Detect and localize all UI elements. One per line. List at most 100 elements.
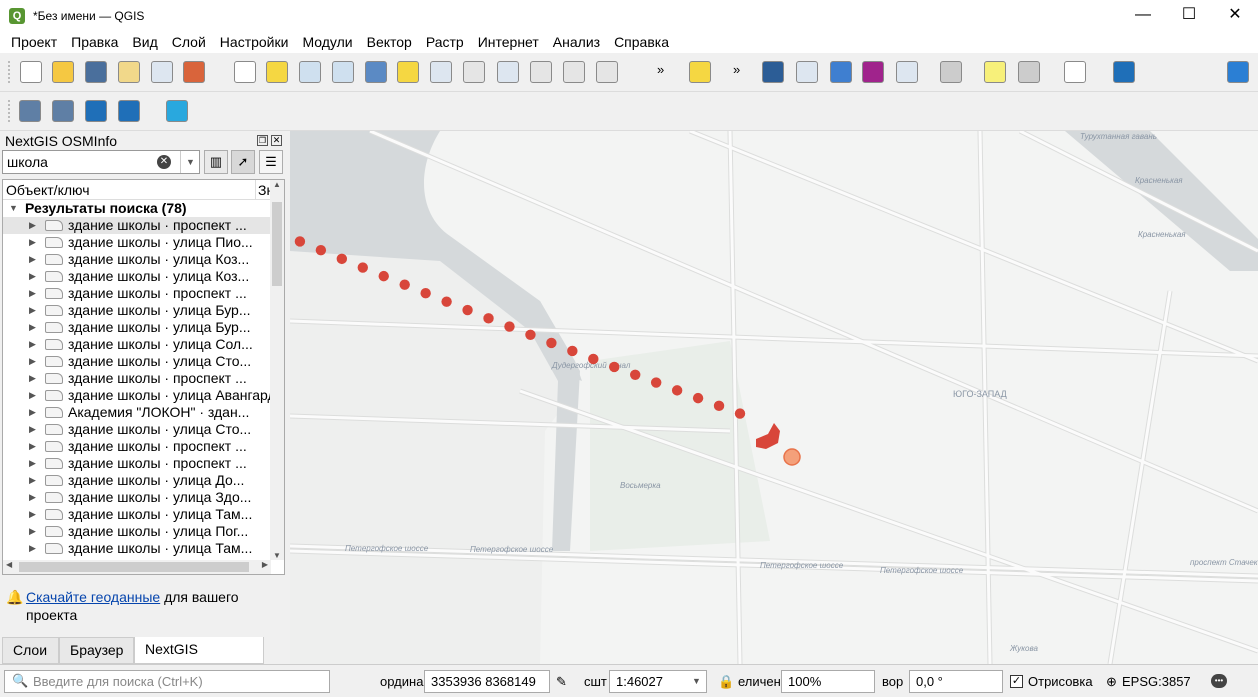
menu-10[interactable]: Справка [614,34,669,50]
identify-icon[interactable] [762,61,784,83]
show-bookmarks-icon[interactable] [596,61,618,83]
menu-2[interactable]: Вид [132,34,158,50]
menu-7[interactable]: Растр [425,34,464,50]
toggle-extents-icon[interactable]: ✎ [556,674,567,689]
menu-9[interactable]: Анализ [552,34,601,50]
processing-toolbox-icon[interactable] [830,61,852,83]
tree-horizontal-scrollbar[interactable]: ◀ ▶ [3,560,271,574]
menu-0[interactable]: Проект [11,34,58,50]
result-item[interactable]: ▶ здание школы · проспект ... [3,438,284,455]
result-item[interactable]: ▶ здание школы · улица Коз... [3,268,284,285]
result-item[interactable]: ▶ здание школы · улица Бур... [3,302,284,319]
result-item[interactable]: ▶ Академия "ЛОКОН" · здан... [3,404,284,421]
result-item[interactable]: ▶ здание школы · улица Там... [3,540,284,557]
result-item[interactable]: ▶ здание школы · проспект ... [3,285,284,302]
identify-tool-button[interactable]: ➚ [231,150,255,174]
pan-icon[interactable] [234,61,256,83]
lock-scale-icon[interactable]: 🔒 [718,674,735,689]
result-item[interactable]: ▶ здание школы · улица Сто... [3,353,284,370]
download-geodata-link[interactable]: Скачайте геоданные [26,589,161,605]
menu-3[interactable]: Слой [171,34,206,50]
expand-arrow-icon[interactable]: ▶ [29,305,36,315]
expand-arrow-icon[interactable]: ▶ [29,220,36,230]
result-item[interactable]: ▶ здание школы · улица Сол... [3,336,284,353]
new-print-layout-icon[interactable] [118,61,140,83]
expand-arrow-icon[interactable]: ▶ [29,509,36,519]
expand-arrow-icon[interactable]: ▶ [29,373,36,383]
expand-arrow-icon[interactable]: ▶ [29,271,36,281]
toolbar-overflow-icon[interactable]: » [657,62,665,77]
expand-arrow-icon[interactable]: ▶ [29,390,36,400]
toolbar-grip[interactable] [8,61,12,83]
clear-search-icon[interactable]: ✕ [157,155,171,169]
save-project-icon[interactable] [85,61,107,83]
scale-dropdown-arrow[interactable]: ▼ [692,676,701,686]
layout-manager-icon[interactable] [151,61,173,83]
result-item[interactable]: ▶ здание школы · улица Бур... [3,319,284,336]
result-item[interactable]: ▶ здание школы · проспект ... [3,455,284,472]
results-root[interactable]: ▼ Результаты поиска (78) [3,200,284,217]
style-manager-icon[interactable] [183,61,205,83]
user-profile-icon[interactable] [1227,61,1249,83]
expand-arrow-icon[interactable]: ▶ [29,288,36,298]
georeferencer-icon[interactable] [1018,61,1040,83]
tab-layers[interactable]: Слои [2,637,59,664]
zoom-in-icon[interactable] [299,61,321,83]
map-canvas[interactable]: Турухтанная гавань Красненькая Красненькая… [290,131,1258,664]
expand-arrow-icon[interactable]: ▶ [29,441,36,451]
result-item[interactable]: ▶ здание школы · улица Пио... [3,234,284,251]
expand-arrow-icon[interactable]: ▶ [29,237,36,247]
help-icon[interactable] [1064,61,1086,83]
expand-arrow-icon[interactable]: ▶ [29,254,36,264]
osminfo-identify-icon[interactable] [118,100,140,122]
tree-vertical-scrollbar[interactable]: ▲ ▼ [270,180,284,560]
result-item[interactable]: ▶ здание школы · улица Здо... [3,489,284,506]
menu-8[interactable]: Интернет [477,34,539,50]
expand-arrow-icon[interactable]: ▶ [29,356,36,366]
expand-arrow-icon[interactable]: ▶ [29,407,36,417]
zoom-to-selection-icon[interactable] [397,61,419,83]
coordinate-field[interactable]: 3353936 8368149 [424,670,550,693]
measure-icon[interactable] [940,61,962,83]
osminfo-search-icon[interactable] [85,100,107,122]
zoom-next-icon[interactable] [530,61,552,83]
menu-1[interactable]: Правка [71,34,119,50]
add-wms-layer-icon[interactable] [19,100,41,122]
maximize-button[interactable]: ☐ [1181,6,1197,23]
result-item[interactable]: ▶ здание школы · проспект ... [3,217,284,234]
result-item[interactable]: ▶ здание школы · улица Сто... [3,421,284,438]
render-checkbox[interactable]: ✓ [1010,675,1023,688]
zoom-to-layer-icon[interactable] [430,61,452,83]
search-history-dropdown[interactable]: ▼ [180,151,200,173]
menu-button[interactable]: ☰ [259,150,283,174]
result-item[interactable]: ▶ здание школы · улица Коз... [3,251,284,268]
tab-browser[interactable]: Браузер [59,637,134,664]
zoom-out-icon[interactable] [332,61,354,83]
attribute-table-icon[interactable] [796,61,818,83]
rotation-spinbox[interactable]: 0,0 ° [909,670,1003,693]
search-wms-icon[interactable] [52,100,74,122]
expand-arrow-icon[interactable]: ▶ [29,424,36,434]
menu-5[interactable]: Модули [302,34,353,50]
pan-to-selection-icon[interactable] [266,61,288,83]
expand-arrow-icon[interactable]: ▶ [29,339,36,349]
float-panel-icon[interactable]: ❐ [257,135,268,146]
messages-icon[interactable]: ••• [1211,674,1227,688]
quickmapservices-icon[interactable] [166,100,188,122]
scale-combobox[interactable]: 1:46027 [609,670,707,693]
open-project-icon[interactable] [52,61,74,83]
statistics-sum-icon[interactable] [862,61,884,83]
new-bookmark-icon[interactable] [563,61,585,83]
minimize-button[interactable]: — [1135,6,1151,23]
field-calculator-icon[interactable] [896,61,918,83]
map-extent-button[interactable]: ▥ [204,150,228,174]
result-item[interactable]: ▶ здание школы · улица Там... [3,506,284,523]
zoom-full-icon[interactable] [365,61,387,83]
zoom-last-icon[interactable] [497,61,519,83]
new-project-icon[interactable] [20,61,42,83]
expand-arrow-icon[interactable]: ▶ [29,458,36,468]
toolbar-overflow-icon[interactable]: » [733,62,741,77]
toolbar-grip[interactable] [8,100,12,122]
nextgis-icon[interactable] [1113,61,1135,83]
result-item[interactable]: ▶ здание школы · улица Пог... [3,523,284,540]
